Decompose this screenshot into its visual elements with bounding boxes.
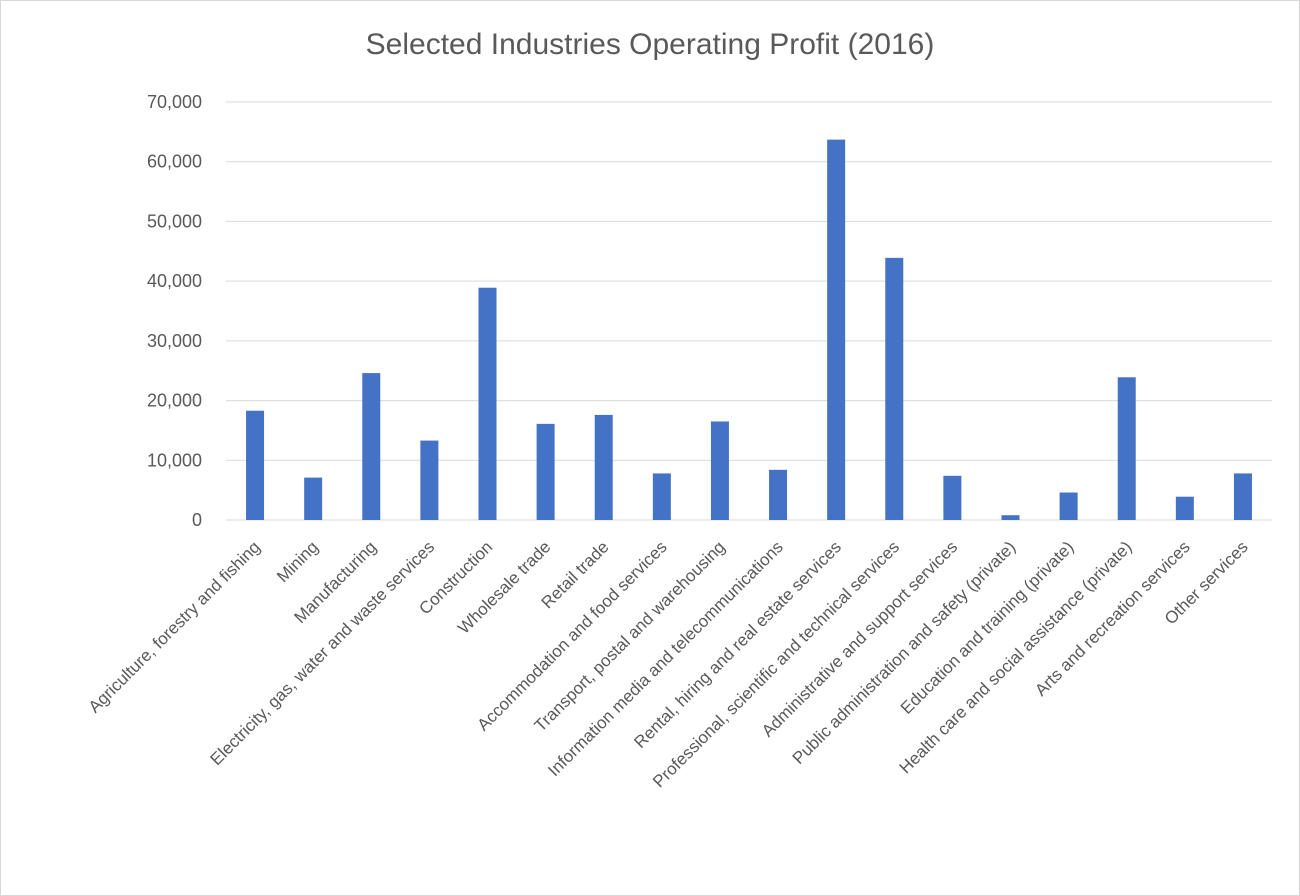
y-axis-ticks: 0 10,000 20,000 30,000 40,000 50,000 60,000 70,… xyxy=(147,92,202,530)
bar xyxy=(420,440,439,520)
bar xyxy=(304,477,323,520)
y-tick-label: 40,000 xyxy=(147,271,202,291)
y-tick-label: 20,000 xyxy=(147,391,202,411)
y-tick-label: 70,000 xyxy=(147,92,202,112)
chart-title: Selected Industries Operating Profit (20… xyxy=(365,28,935,61)
bar xyxy=(769,469,788,520)
y-tick-label: 60,000 xyxy=(147,152,202,172)
x-axis-labels: Agriculture, forestry and fishing MiningM… xyxy=(85,537,1252,791)
bar xyxy=(1001,515,1020,520)
y-tick-label: 10,000 xyxy=(147,450,202,470)
bar xyxy=(827,139,846,520)
bar xyxy=(1059,492,1078,520)
bar xyxy=(478,287,497,520)
bar xyxy=(885,257,904,520)
bar xyxy=(1233,473,1252,520)
x-category-label: Mining xyxy=(273,537,322,586)
y-tick-label: 0 xyxy=(192,510,202,530)
bar xyxy=(943,475,962,520)
y-tick-label: 50,000 xyxy=(147,211,202,231)
gridlines xyxy=(226,101,1272,521)
bar xyxy=(1117,377,1136,520)
bar xyxy=(536,423,555,520)
bar xyxy=(594,414,613,520)
bar xyxy=(246,410,265,520)
bar xyxy=(1175,496,1194,520)
y-tick-label: 30,000 xyxy=(147,331,202,351)
bar xyxy=(652,473,671,520)
bar xyxy=(362,373,381,520)
bar xyxy=(710,421,729,520)
x-category-label: Agriculture, forestry and fishing xyxy=(85,537,264,716)
bars xyxy=(246,139,1252,520)
x-category-label: Rental, hiring and real estate services xyxy=(630,537,845,752)
